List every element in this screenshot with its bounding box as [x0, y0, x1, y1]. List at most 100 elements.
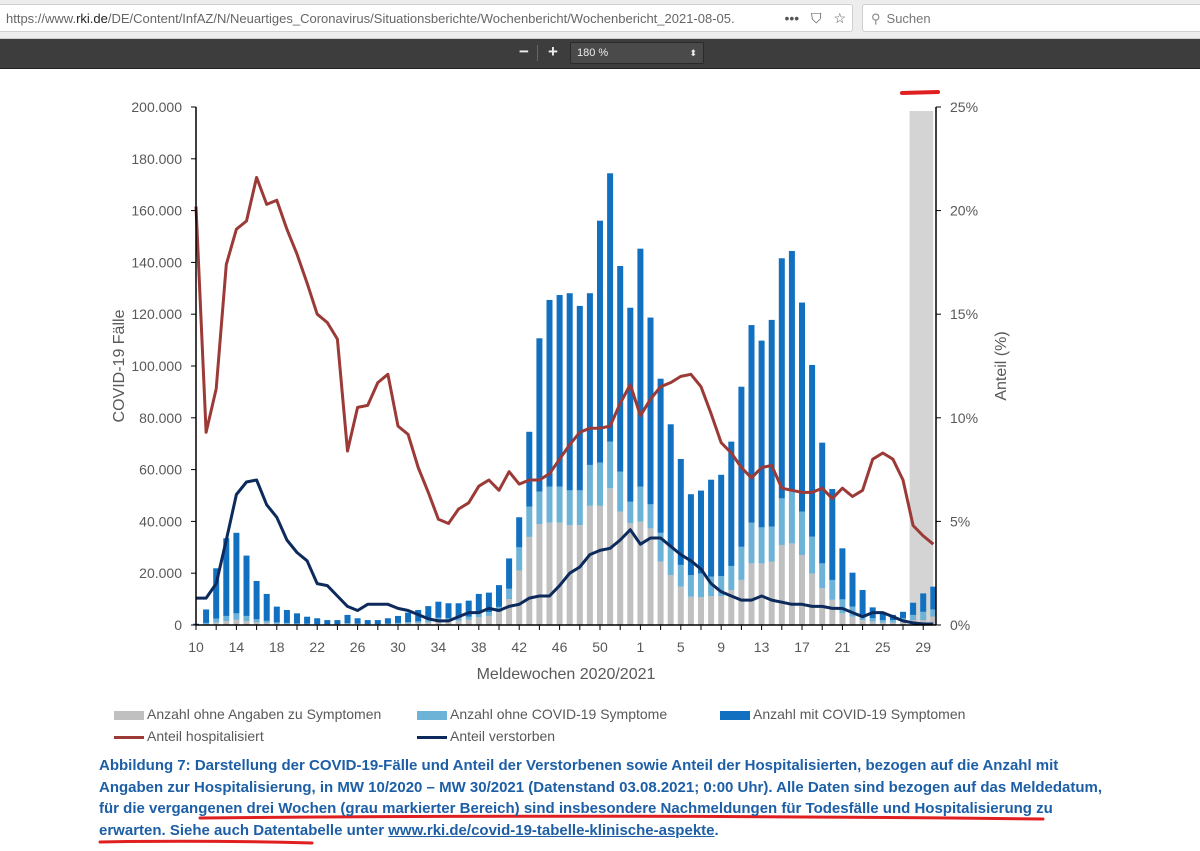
bar-light — [768, 526, 775, 562]
bar-grey — [809, 573, 816, 625]
bar-dark — [778, 258, 785, 499]
x-tick-label: 5 — [677, 639, 685, 655]
bar-dark — [809, 364, 816, 537]
x-tick-label: 22 — [309, 639, 325, 655]
url-path: /DE/Content/InfAZ/N/Neuartiges_Coronavir… — [107, 11, 735, 26]
bar-dark — [627, 307, 634, 502]
bar-grey — [223, 621, 230, 625]
y-tick-label: 40.000 — [139, 513, 182, 529]
bar-grey — [617, 511, 624, 625]
bar-grey — [455, 620, 462, 625]
bar-light — [819, 563, 826, 589]
pdf-toolbar: − + 180 % ⬍ — [0, 39, 1200, 69]
x-tick-label: 1 — [637, 639, 645, 655]
bar-grey — [516, 570, 523, 625]
y-right-tick-label: 15% — [950, 306, 978, 322]
bar-dark — [698, 490, 704, 574]
bar-light — [304, 623, 311, 625]
bar-light — [223, 615, 230, 622]
bar-dark — [849, 572, 856, 607]
bar-light — [829, 579, 836, 600]
bar-grey — [667, 575, 674, 625]
zoom-select[interactable]: 180 % ⬍ — [570, 42, 704, 64]
bar-dark — [445, 603, 452, 619]
highlight-region — [909, 111, 934, 625]
bar-dark — [597, 220, 603, 463]
bar-dark — [657, 378, 664, 533]
page-actions-icon[interactable]: ••• — [784, 10, 800, 26]
bar-dark — [465, 600, 472, 617]
x-tick-label: 9 — [717, 639, 725, 655]
bar-grey — [253, 622, 260, 625]
x-tick-label: 13 — [754, 639, 770, 655]
bar-light — [566, 490, 573, 526]
bar-dark — [263, 593, 270, 621]
bar-light — [667, 546, 674, 576]
bar-light — [758, 527, 765, 564]
bar-dark — [647, 317, 654, 505]
bar-light — [799, 511, 805, 556]
bar-light — [425, 619, 432, 623]
y-tick-label: 140.000 — [131, 254, 182, 270]
bar-dark — [364, 620, 371, 624]
bar-light — [395, 622, 401, 624]
bar-dark — [344, 614, 351, 624]
bar-light — [405, 622, 412, 624]
zoom-in-button[interactable]: + — [548, 42, 558, 61]
bar-dark — [667, 424, 674, 547]
bar-grey — [647, 528, 654, 625]
bar-dark — [213, 568, 220, 619]
bar-light — [485, 612, 492, 616]
bar-dark — [586, 293, 593, 465]
zoom-value: 180 % — [577, 47, 609, 59]
y-tick-label: 100.000 — [131, 358, 182, 374]
bar-light — [233, 613, 240, 620]
bar-grey — [657, 561, 664, 625]
legend-swatch — [720, 710, 750, 720]
bar-grey — [435, 621, 442, 625]
bookmark-star-icon[interactable]: ☆ — [833, 10, 846, 26]
x-tick-label: 25 — [875, 639, 891, 655]
bar-light — [687, 575, 694, 597]
bar-dark — [910, 602, 917, 615]
figure-caption: Abbildung 7: Darstellung der COVID-19-Fä… — [99, 755, 1109, 842]
bar-grey — [839, 613, 846, 625]
bar-grey — [263, 622, 270, 625]
y-right-tick-label: 5% — [950, 513, 970, 529]
bar-grey — [475, 617, 482, 625]
url-host: rki.de — [76, 11, 108, 26]
bar-grey — [637, 521, 644, 625]
search-input[interactable]: ⚲ Suchen — [862, 4, 1200, 32]
bar-grey — [879, 622, 886, 625]
bar-light — [536, 491, 543, 524]
bar-grey — [496, 612, 502, 625]
bar-dark — [677, 458, 684, 565]
url-bar[interactable]: https://www.rki.de/DE/Content/InfAZ/N/Ne… — [0, 4, 853, 32]
bar-dark — [253, 580, 260, 620]
bar-grey — [536, 523, 543, 625]
bar-dark — [425, 606, 432, 620]
legend-label: Anteil verstorben — [450, 728, 556, 744]
x-tick-label: 18 — [269, 639, 285, 655]
bar-light — [253, 619, 260, 623]
pocket-icon[interactable]: ⛉ — [811, 10, 822, 26]
bar-grey — [788, 543, 795, 625]
caption-text: Siehe auch Datentabelle unter — [165, 822, 389, 840]
y-tick-label: 20.000 — [139, 565, 182, 581]
bar-dark — [556, 295, 563, 487]
bar-dark — [566, 293, 573, 491]
bar-dark — [304, 616, 311, 624]
bar-light — [607, 441, 614, 489]
x-tick-label: 50 — [592, 639, 608, 655]
bar-dark — [748, 325, 755, 523]
bar-light — [506, 588, 513, 600]
search-icon: ⚲ — [871, 11, 881, 26]
legend-swatch — [417, 710, 447, 720]
data-table-link[interactable]: www.rki.de/covid-19-tabelle-klinische-as… — [388, 822, 715, 840]
bar-dark — [637, 248, 644, 487]
caption-text: Abbildung 7: Darstellung der COVID-19-Fä… — [99, 757, 1103, 796]
bar-light — [788, 491, 795, 544]
bar-dark — [496, 585, 502, 607]
zoom-out-button[interactable]: − — [519, 42, 529, 61]
